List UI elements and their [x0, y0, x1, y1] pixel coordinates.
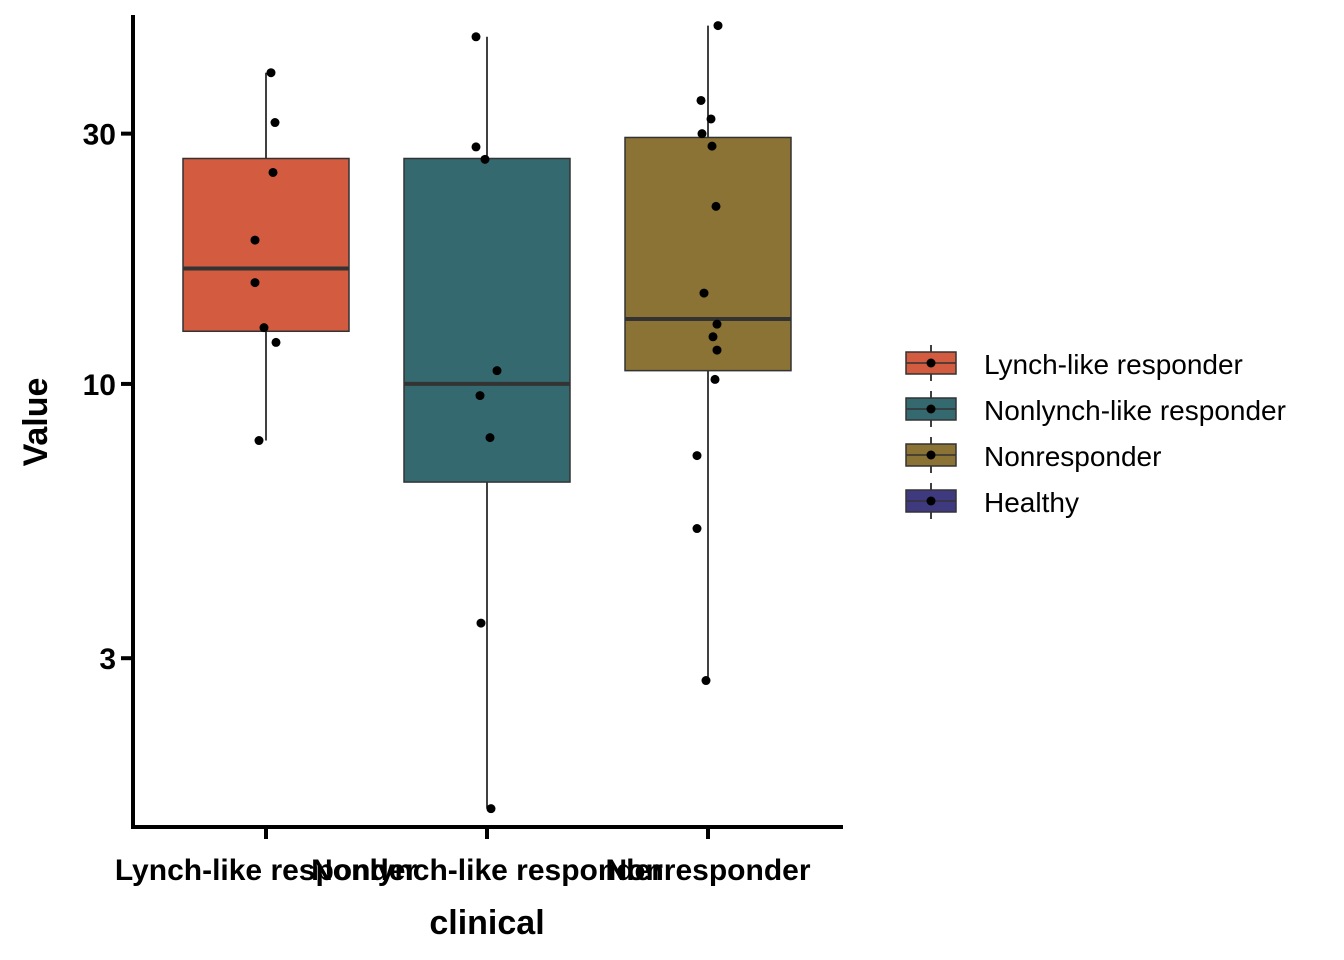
x-tick-label: Lynch-like responder — [115, 854, 418, 887]
legend-entry-0: Lynch-like responder — [905, 345, 1243, 381]
data-point — [486, 804, 496, 814]
data-point — [707, 141, 717, 151]
x-tick-label: Nonlynch-like responder — [311, 854, 663, 887]
data-point — [713, 21, 723, 31]
data-point — [250, 235, 260, 245]
data-point — [712, 345, 722, 355]
box-group-2 — [624, 21, 792, 686]
data-point — [476, 618, 486, 628]
data-point — [270, 118, 280, 128]
data-point — [268, 167, 278, 177]
data-point — [271, 337, 281, 347]
data-point — [259, 323, 269, 333]
box-group-0 — [182, 68, 350, 446]
legend-entry-1: Nonlynch-like responder — [905, 391, 1286, 427]
data-point — [471, 142, 481, 152]
data-point — [710, 374, 720, 384]
legend-label: Healthy — [984, 487, 1079, 518]
y-tick-label: 10 — [83, 369, 116, 402]
data-point — [712, 319, 722, 329]
data-point — [692, 451, 702, 461]
y-tick-label: 30 — [83, 119, 116, 152]
data-point — [250, 278, 260, 288]
legend: Lynch-like responder Nonlynch-like respon… — [905, 345, 1286, 519]
y-axis: 3 10 30 — [83, 15, 135, 829]
data-point — [475, 391, 485, 401]
legend-label: Lynch-like responder — [984, 349, 1243, 380]
data-point — [485, 433, 495, 443]
data-point — [492, 366, 502, 376]
data-point — [692, 524, 702, 534]
data-point — [480, 154, 490, 164]
legend-key-point — [926, 404, 936, 414]
y-axis-title: Value — [17, 378, 55, 467]
data-point — [254, 436, 264, 446]
data-point — [701, 676, 711, 686]
data-point — [706, 114, 716, 124]
y-tick-label: 3 — [99, 643, 116, 676]
data-point — [711, 201, 721, 211]
box-iqr — [403, 157, 571, 483]
data-point — [696, 95, 706, 105]
box-group-1 — [403, 32, 571, 814]
box-iqr — [624, 136, 792, 372]
legend-key-point — [926, 450, 936, 460]
legend-key-point — [926, 358, 936, 368]
data-point — [471, 32, 481, 42]
data-point — [697, 129, 707, 139]
data-point — [699, 288, 709, 298]
plot-area — [182, 21, 792, 814]
legend-label: Nonresponder — [984, 441, 1161, 472]
data-point — [266, 68, 276, 78]
legend-label: Nonlynch-like responder — [984, 395, 1286, 426]
legend-key-point — [926, 496, 936, 506]
data-point — [708, 332, 718, 342]
legend-entry-3: Healthy — [905, 483, 1079, 519]
x-axis-title: clinical — [429, 904, 544, 942]
box-iqr — [182, 157, 350, 333]
x-tick-label: Nonresponder — [605, 854, 810, 887]
legend-entry-2: Nonresponder — [905, 437, 1161, 473]
